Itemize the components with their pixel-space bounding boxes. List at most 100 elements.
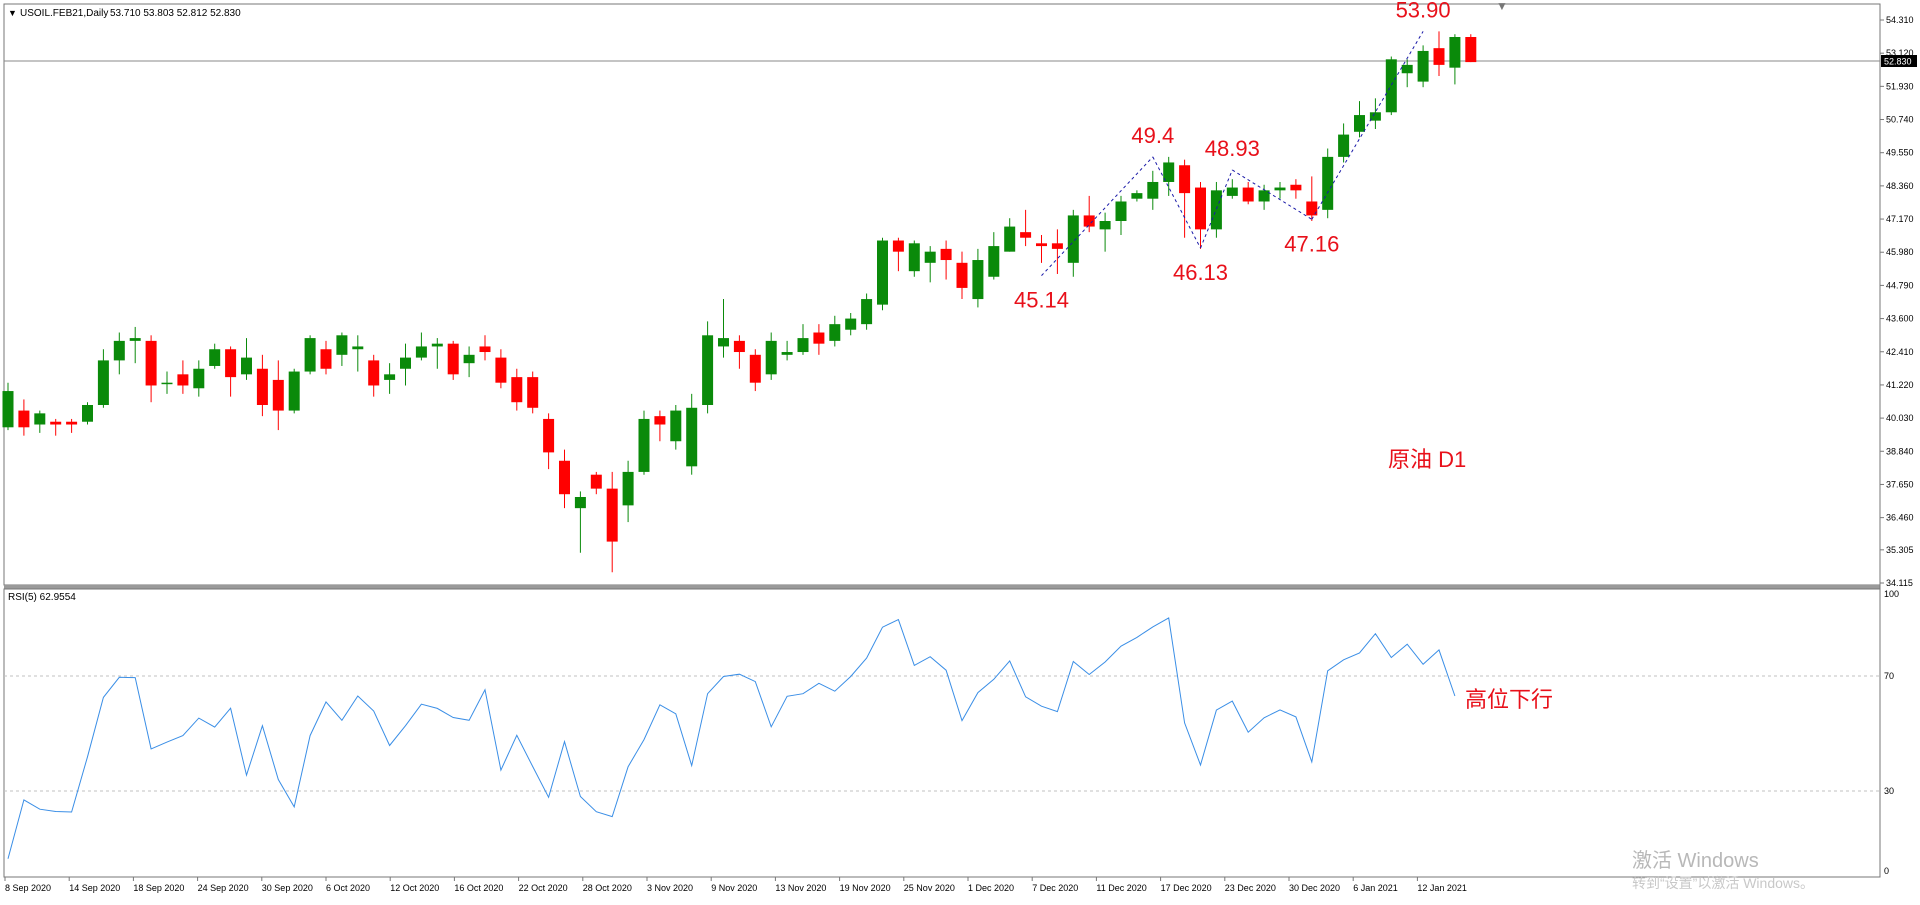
candle[interactable]: [1338, 123, 1350, 163]
candle-body: [1020, 232, 1032, 238]
candle[interactable]: [559, 449, 570, 509]
zigzag-segment: [1311, 31, 1424, 220]
candle[interactable]: [702, 321, 714, 414]
candle[interactable]: [193, 360, 205, 397]
candle[interactable]: [924, 246, 936, 283]
candle[interactable]: [1051, 229, 1063, 274]
candle[interactable]: [1369, 98, 1381, 130]
candle[interactable]: [1083, 195, 1095, 233]
candle[interactable]: [129, 326, 141, 364]
candle[interactable]: [1385, 56, 1397, 116]
candle[interactable]: [1147, 170, 1159, 210]
candle[interactable]: [845, 312, 857, 336]
candle[interactable]: [1004, 218, 1016, 252]
candle[interactable]: [590, 471, 602, 495]
candle[interactable]: [940, 240, 952, 280]
candle[interactable]: [400, 343, 411, 386]
candle[interactable]: [670, 404, 682, 450]
candle[interactable]: [1067, 209, 1079, 277]
candle[interactable]: [209, 343, 221, 369]
shift-marker-icon[interactable]: ▼: [1496, 0, 1508, 13]
candle[interactable]: [654, 410, 666, 442]
candle[interactable]: [1417, 45, 1429, 88]
candle[interactable]: [1449, 34, 1461, 85]
candle[interactable]: [145, 335, 157, 403]
candle[interactable]: [1433, 31, 1445, 77]
candle[interactable]: [781, 340, 793, 361]
candle[interactable]: [66, 418, 78, 433]
candle[interactable]: [1242, 181, 1254, 205]
candle[interactable]: [320, 340, 332, 375]
candle[interactable]: [686, 393, 698, 475]
candle[interactable]: [1036, 234, 1047, 263]
candle[interactable]: [97, 349, 109, 408]
candle[interactable]: [908, 240, 920, 277]
candle[interactable]: [606, 471, 618, 573]
candle[interactable]: [1322, 148, 1334, 219]
candle[interactable]: [972, 248, 984, 308]
candle[interactable]: [1020, 209, 1032, 247]
candle[interactable]: [161, 371, 173, 394]
zigzag-price-label: 48.93: [1205, 136, 1260, 161]
candle[interactable]: [113, 332, 125, 375]
candle[interactable]: [765, 332, 777, 380]
candle[interactable]: [1226, 179, 1238, 199]
candle[interactable]: [797, 324, 809, 355]
candle[interactable]: [877, 237, 888, 311]
candle[interactable]: [1195, 181, 1206, 249]
candle[interactable]: [241, 338, 252, 380]
candle[interactable]: [956, 251, 968, 300]
candle[interactable]: [733, 335, 745, 369]
candle[interactable]: [1131, 190, 1143, 202]
candle[interactable]: [1354, 101, 1365, 138]
candle[interactable]: [225, 346, 237, 397]
candle[interactable]: [1258, 184, 1270, 210]
candle-body: [1274, 187, 1286, 191]
collapse-arrow-icon[interactable]: ▼: [8, 8, 17, 18]
candle[interactable]: [368, 354, 380, 397]
candle[interactable]: [1099, 212, 1111, 252]
candle[interactable]: [861, 293, 873, 330]
candle[interactable]: [447, 340, 459, 380]
candle[interactable]: [352, 335, 364, 372]
candle[interactable]: [813, 324, 825, 355]
candle[interactable]: [718, 299, 729, 358]
candle[interactable]: [336, 332, 348, 366]
candle[interactable]: [384, 363, 396, 394]
candle[interactable]: [82, 402, 93, 425]
candle[interactable]: [638, 410, 650, 475]
candle[interactable]: [495, 349, 507, 389]
candle[interactable]: [304, 335, 316, 375]
candle[interactable]: [1163, 156, 1175, 196]
candle[interactable]: [1401, 59, 1413, 88]
candle[interactable]: [177, 360, 189, 394]
candle[interactable]: [574, 491, 586, 553]
candle[interactable]: [1290, 179, 1302, 199]
candle[interactable]: [256, 354, 268, 417]
candle[interactable]: [511, 368, 523, 411]
candle[interactable]: [1210, 181, 1222, 238]
candle[interactable]: [892, 237, 904, 272]
candle[interactable]: [34, 410, 46, 433]
candle[interactable]: [1179, 159, 1191, 238]
candle[interactable]: [479, 335, 491, 361]
candle[interactable]: [2, 382, 14, 431]
candle[interactable]: [272, 360, 284, 431]
candle[interactable]: [543, 413, 555, 470]
candle[interactable]: [288, 368, 300, 414]
candle[interactable]: [1306, 176, 1318, 222]
candle[interactable]: [50, 418, 62, 436]
candle[interactable]: [829, 315, 841, 347]
candle[interactable]: [18, 399, 30, 436]
candle[interactable]: [431, 338, 443, 369]
candle[interactable]: [1465, 34, 1477, 63]
candle[interactable]: [463, 346, 475, 378]
candle[interactable]: [1115, 195, 1127, 235]
candle[interactable]: [988, 232, 1000, 280]
candle[interactable]: [749, 349, 761, 392]
candle[interactable]: [1274, 181, 1286, 199]
candle[interactable]: [527, 371, 539, 414]
candle[interactable]: [622, 460, 634, 523]
candle[interactable]: [415, 332, 427, 361]
panel-separator[interactable]: [4, 585, 1880, 589]
